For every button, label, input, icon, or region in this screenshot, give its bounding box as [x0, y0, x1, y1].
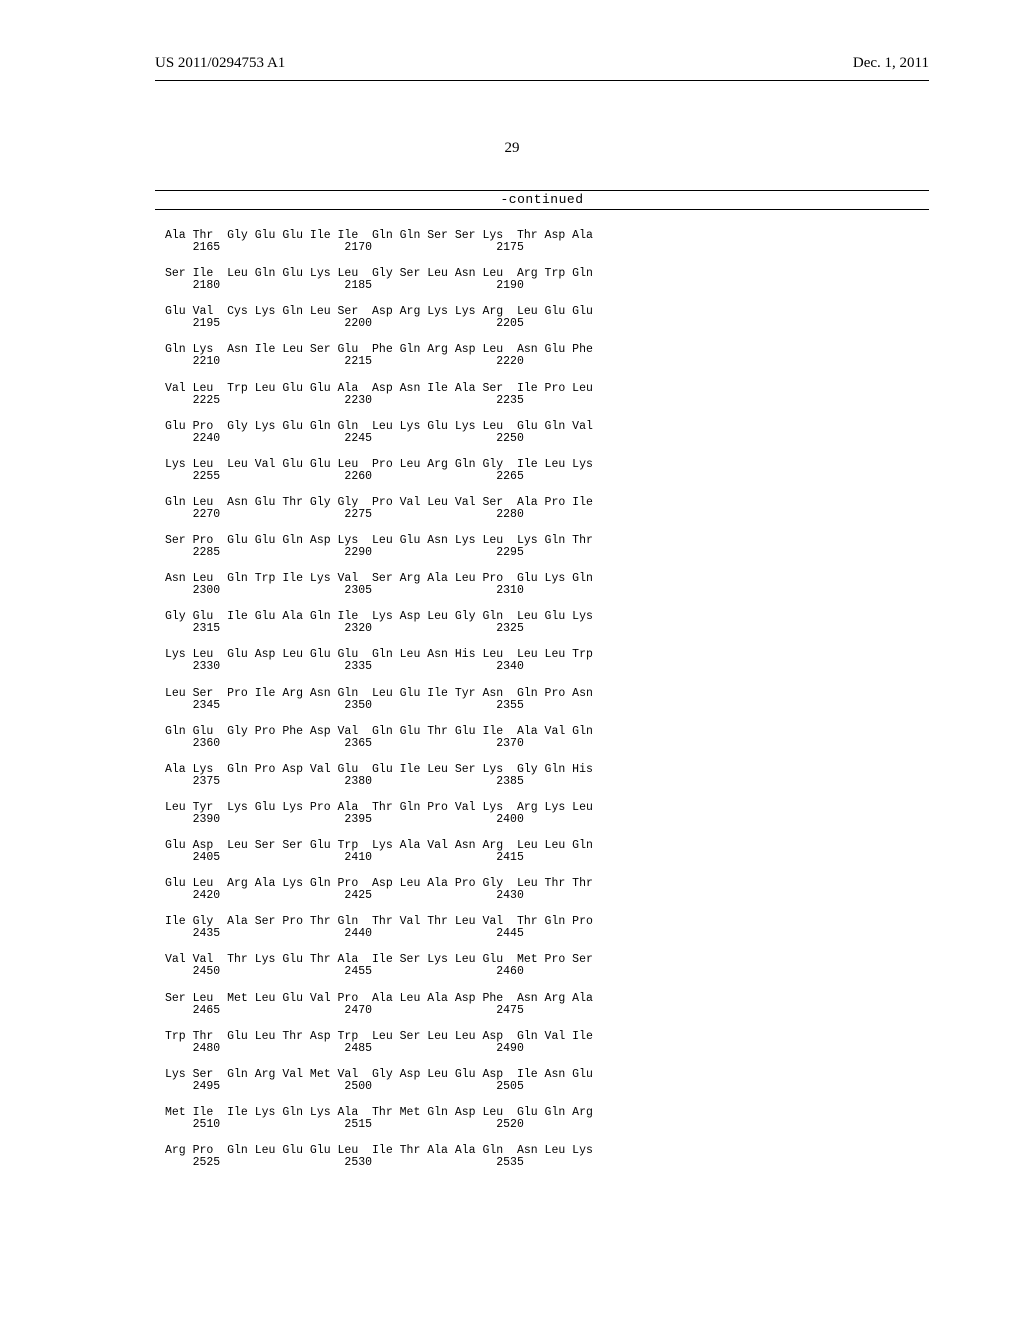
- sequence-row: Glu Asp Leu Ser Ser Glu Trp Lys Ala Val …: [165, 840, 593, 864]
- position-line: 2225 2230 2235: [165, 395, 593, 407]
- position-line: 2285 2290 2295: [165, 547, 593, 559]
- position-line: 2495 2500 2505: [165, 1081, 593, 1093]
- patent-id: US 2011/0294753 A1: [155, 55, 285, 72]
- sequence-row: Lys Leu Glu Asp Leu Glu Glu Gln Leu Asn …: [165, 649, 593, 673]
- sequence-row: Gln Leu Asn Glu Thr Gly Gly Pro Val Leu …: [165, 497, 593, 521]
- sequence-row: Trp Thr Glu Leu Thr Asp Trp Leu Ser Leu …: [165, 1031, 593, 1055]
- position-line: 2210 2215 2220: [165, 356, 593, 368]
- sequence-row: Arg Pro Gln Leu Glu Glu Leu Ile Thr Ala …: [165, 1145, 593, 1169]
- amino-acid-line: Ala Lys Gln Pro Asp Val Glu Glu Ile Leu …: [165, 764, 593, 776]
- position-line: 2330 2335 2340: [165, 661, 593, 673]
- position-line: 2345 2350 2355: [165, 700, 593, 712]
- amino-acid-line: Lys Leu Leu Val Glu Glu Leu Pro Leu Arg …: [165, 459, 593, 471]
- sequence-row: Gly Glu Ile Glu Ala Gln Ile Lys Asp Leu …: [165, 611, 593, 635]
- position-line: 2180 2185 2190: [165, 280, 593, 292]
- position-line: 2195 2200 2205: [165, 318, 593, 330]
- position-line: 2375 2380 2385: [165, 776, 593, 788]
- position-line: 2450 2455 2460: [165, 966, 593, 978]
- continued-label: -continued: [155, 191, 929, 209]
- page-number: 29: [0, 140, 1024, 157]
- position-line: 2480 2485 2490: [165, 1043, 593, 1055]
- sequence-row: Ala Thr Gly Glu Glu Ile Ile Gln Gln Ser …: [165, 230, 593, 254]
- header-rule: [155, 80, 929, 81]
- position-line: 2525 2530 2535: [165, 1157, 593, 1169]
- sequence-row: Glu Leu Arg Ala Lys Gln Pro Asp Leu Ala …: [165, 878, 593, 902]
- sequence-row: Ser Leu Met Leu Glu Val Pro Ala Leu Ala …: [165, 993, 593, 1017]
- sequence-row: Met Ile Ile Lys Gln Lys Ala Thr Met Gln …: [165, 1107, 593, 1131]
- sequence-row: Ala Lys Gln Pro Asp Val Glu Glu Ile Leu …: [165, 764, 593, 788]
- sequence-row: Gln Lys Asn Ile Leu Ser Glu Phe Gln Arg …: [165, 344, 593, 368]
- sequence-row: Ile Gly Ala Ser Pro Thr Gln Thr Val Thr …: [165, 916, 593, 940]
- patent-date: Dec. 1, 2011: [853, 55, 929, 72]
- sequence-row: Leu Ser Pro Ile Arg Asn Gln Leu Glu Ile …: [165, 688, 593, 712]
- patent-header: US 2011/0294753 A1 Dec. 1, 2011: [0, 55, 1024, 81]
- position-line: 2315 2320 2325: [165, 623, 593, 635]
- position-line: 2240 2245 2250: [165, 433, 593, 445]
- position-line: 2165 2170 2175: [165, 242, 593, 254]
- sequence-row: Leu Tyr Lys Glu Lys Pro Ala Thr Gln Pro …: [165, 802, 593, 826]
- position-line: 2300 2305 2310: [165, 585, 593, 597]
- amino-acid-line: Trp Thr Glu Leu Thr Asp Trp Leu Ser Leu …: [165, 1031, 593, 1043]
- sequence-row: Asn Leu Gln Trp Ile Lys Val Ser Arg Ala …: [165, 573, 593, 597]
- sequence-row: Lys Ser Gln Arg Val Met Val Gly Asp Leu …: [165, 1069, 593, 1093]
- position-line: 2510 2515 2520: [165, 1119, 593, 1131]
- sequence-row: Ser Ile Leu Gln Glu Lys Leu Gly Ser Leu …: [165, 268, 593, 292]
- position-line: 2360 2365 2370: [165, 738, 593, 750]
- position-line: 2255 2260 2265: [165, 471, 593, 483]
- amino-acid-line: Leu Ser Pro Ile Arg Asn Gln Leu Glu Ile …: [165, 688, 593, 700]
- position-line: 2405 2410 2415: [165, 852, 593, 864]
- amino-acid-line: Lys Ser Gln Arg Val Met Val Gly Asp Leu …: [165, 1069, 593, 1081]
- sequence-row: Ser Pro Glu Glu Gln Asp Lys Leu Glu Asn …: [165, 535, 593, 559]
- header-row: US 2011/0294753 A1 Dec. 1, 2011: [155, 55, 929, 72]
- sequence-row: Glu Pro Gly Lys Glu Gln Gln Leu Lys Glu …: [165, 421, 593, 445]
- amino-acid-line: Ser Leu Met Leu Glu Val Pro Ala Leu Ala …: [165, 993, 593, 1005]
- sequence-row: Glu Val Cys Lys Gln Leu Ser Asp Arg Lys …: [165, 306, 593, 330]
- rule-bottom: [155, 209, 929, 210]
- sequence-row: Lys Leu Leu Val Glu Glu Leu Pro Leu Arg …: [165, 459, 593, 483]
- sequence-row: Val Val Thr Lys Glu Thr Ala Ile Ser Lys …: [165, 954, 593, 978]
- position-line: 2420 2425 2430: [165, 890, 593, 902]
- continued-block: -continued: [155, 190, 929, 210]
- amino-acid-line: Val Leu Trp Leu Glu Glu Ala Asp Asn Ile …: [165, 383, 593, 395]
- position-line: 2435 2440 2445: [165, 928, 593, 940]
- sequence-row: Val Leu Trp Leu Glu Glu Ala Asp Asn Ile …: [165, 383, 593, 407]
- sequence-listing: Ala Thr Gly Glu Glu Ile Ile Gln Gln Ser …: [165, 230, 593, 1183]
- amino-acid-line: Gln Glu Gly Pro Phe Asp Val Gln Glu Thr …: [165, 726, 593, 738]
- sequence-row: Gln Glu Gly Pro Phe Asp Val Gln Glu Thr …: [165, 726, 593, 750]
- amino-acid-line: Glu Pro Gly Lys Glu Gln Gln Leu Lys Glu …: [165, 421, 593, 433]
- position-line: 2390 2395 2400: [165, 814, 593, 826]
- position-line: 2465 2470 2475: [165, 1005, 593, 1017]
- position-line: 2270 2275 2280: [165, 509, 593, 521]
